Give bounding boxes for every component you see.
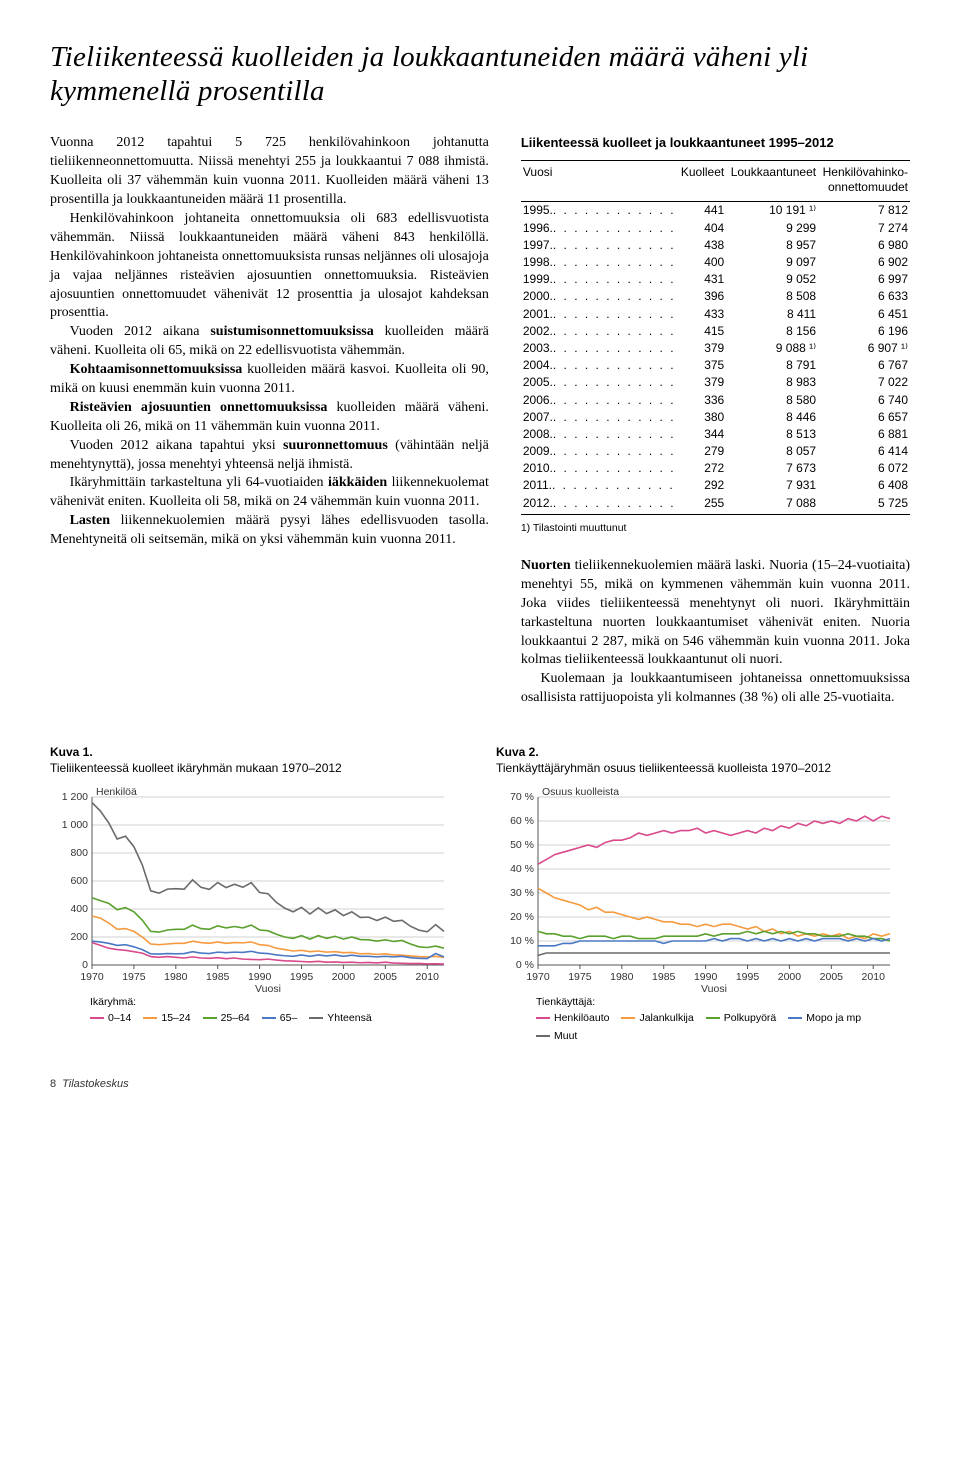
svg-text:1980: 1980 xyxy=(164,971,188,983)
table-row: 1995. . . . . . . . . . . . .44110 191 ¹… xyxy=(521,201,910,219)
svg-text:2010: 2010 xyxy=(862,971,886,983)
table-row: 2009. . . . . . . . . . . . .2798 0576 4… xyxy=(521,443,910,460)
table-row: 2001. . . . . . . . . . . . .4338 4116 4… xyxy=(521,305,910,322)
stats-table: VuosiKuolleetLoukkaantuneetHenkilövahink… xyxy=(521,160,910,515)
table-row: 2008. . . . . . . . . . . . .3448 5136 8… xyxy=(521,425,910,442)
svg-text:800: 800 xyxy=(70,847,88,859)
body-paragraph: Henkilövahinkoon johtaneita onnettomuuks… xyxy=(50,210,489,323)
table-row: 2007. . . . . . . . . . . . .3808 4466 6… xyxy=(521,408,910,425)
table-row: 2002. . . . . . . . . . . . .4158 1566 1… xyxy=(521,322,910,339)
table-row: 2010. . . . . . . . . . . . .2727 6736 0… xyxy=(521,460,910,477)
svg-text:1970: 1970 xyxy=(526,971,550,983)
svg-text:60 %: 60 % xyxy=(510,815,534,827)
svg-text:1995: 1995 xyxy=(736,971,760,983)
svg-text:1975: 1975 xyxy=(568,971,592,983)
body-paragraph: Vuoden 2012 aikana suistumisonnettomuuks… xyxy=(50,323,489,361)
svg-text:400: 400 xyxy=(70,903,88,915)
table-row: 1999. . . . . . . . . . . . .4319 0526 9… xyxy=(521,271,910,288)
page-title: Tieliikenteessä kuolleiden ja loukkaantu… xyxy=(50,40,910,108)
body-paragraph: Vuoden 2012 aikana tapahtui yksi suuronn… xyxy=(50,437,489,475)
svg-text:1 000: 1 000 xyxy=(62,819,88,831)
svg-text:1980: 1980 xyxy=(610,971,634,983)
svg-text:2000: 2000 xyxy=(332,971,356,983)
legend-item: Polkupyörä xyxy=(706,1011,777,1025)
legend-item: 15–24 xyxy=(143,1011,190,1025)
legend-item: 0–14 xyxy=(90,1011,131,1025)
table-row: 1997. . . . . . . . . . . . .4388 9576 9… xyxy=(521,236,910,253)
svg-text:2005: 2005 xyxy=(820,971,844,983)
table-header: Kuolleet xyxy=(678,160,727,201)
table-header: Henkilövahinko-onnettomuudet xyxy=(818,160,910,201)
svg-text:2000: 2000 xyxy=(778,971,802,983)
legend-item: Mopo ja mp xyxy=(788,1011,861,1025)
svg-text:50 %: 50 % xyxy=(510,839,534,851)
table-row: 2005. . . . . . . . . . . . .3798 9837 0… xyxy=(521,374,910,391)
legend-item: 65– xyxy=(262,1011,298,1025)
table-row: 2006. . . . . . . . . . . . .3368 5806 7… xyxy=(521,391,910,408)
body-paragraph: Vuonna 2012 tapahtui 5 725 henkilövahink… xyxy=(50,134,489,210)
body-paragraph: Kohtaamisonnettomuuksissa kuolleiden mää… xyxy=(50,361,489,399)
chart-1: Kuva 1.Tieliikenteessä kuolleet ikäryhmä… xyxy=(50,744,464,1043)
svg-text:10 %: 10 % xyxy=(510,935,534,947)
svg-text:2010: 2010 xyxy=(416,971,440,983)
table-header: Vuosi xyxy=(521,160,678,201)
svg-text:Vuosi: Vuosi xyxy=(701,983,727,993)
svg-text:30 %: 30 % xyxy=(510,887,534,899)
svg-text:Henkilöä: Henkilöä xyxy=(96,786,137,798)
svg-text:600: 600 xyxy=(70,875,88,887)
legend-item: Muut xyxy=(536,1029,577,1043)
svg-text:Vuosi: Vuosi xyxy=(255,983,281,993)
body-paragraph: Lasten liikennekuolemien määrä pysyi läh… xyxy=(50,512,489,550)
table-row: 2012. . . . . . . . . . . . .2557 0885 7… xyxy=(521,494,910,514)
svg-text:1990: 1990 xyxy=(248,971,272,983)
svg-text:1970: 1970 xyxy=(80,971,104,983)
svg-text:200: 200 xyxy=(70,931,88,943)
table-row: 2000. . . . . . . . . . . . .3968 5086 6… xyxy=(521,288,910,305)
svg-text:20 %: 20 % xyxy=(510,911,534,923)
svg-text:2005: 2005 xyxy=(374,971,398,983)
table-row: 2011. . . . . . . . . . . . .2927 9316 4… xyxy=(521,477,910,494)
svg-text:40 %: 40 % xyxy=(510,863,534,875)
table-footnote: 1) Tilastointi muuttunut xyxy=(521,521,910,535)
page-footer: 8Tilastokeskus xyxy=(50,1077,910,1092)
body-paragraph: Ikäryhmittäin tarkasteltuna yli 64-vuoti… xyxy=(50,474,489,512)
svg-text:1985: 1985 xyxy=(652,971,676,983)
body-paragraph: Risteävien ajosuuntien onnettomuuksissa … xyxy=(50,399,489,437)
svg-text:1995: 1995 xyxy=(290,971,314,983)
svg-text:1975: 1975 xyxy=(122,971,146,983)
body-paragraph: Kuolemaan ja loukkaantumiseen johtaneiss… xyxy=(521,670,910,708)
svg-text:0: 0 xyxy=(82,959,88,971)
legend-item: Henkilöauto xyxy=(536,1011,609,1025)
svg-text:1985: 1985 xyxy=(206,971,230,983)
table-title: Liikenteessä kuolleet ja loukkaantuneet … xyxy=(521,134,910,152)
left-column: Vuonna 2012 tapahtui 5 725 henkilövahink… xyxy=(50,134,489,708)
svg-text:Osuus kuolleista: Osuus kuolleista xyxy=(542,786,619,798)
svg-text:0 %: 0 % xyxy=(516,959,534,971)
svg-text:1990: 1990 xyxy=(694,971,718,983)
table-row: 2004. . . . . . . . . . . . .3758 7916 7… xyxy=(521,357,910,374)
body-paragraph: Nuorten tieliikennekuolemien määrä laski… xyxy=(521,557,910,670)
svg-text:1 200: 1 200 xyxy=(62,791,88,803)
table-row: 2003. . . . . . . . . . . . .3799 088 ¹⁾… xyxy=(521,339,910,356)
legend-item: Jalankulkija xyxy=(621,1011,693,1025)
legend-item: 25–64 xyxy=(203,1011,250,1025)
right-column: Liikenteessä kuolleet ja loukkaantuneet … xyxy=(521,134,910,708)
table-row: 1996. . . . . . . . . . . . .4049 2997 2… xyxy=(521,219,910,236)
chart-2: Kuva 2.Tienkäyttäjäryhmän osuus tieliike… xyxy=(496,744,910,1043)
legend-item: Yhteensä xyxy=(309,1011,371,1025)
table-row: 1998. . . . . . . . . . . . .4009 0976 9… xyxy=(521,254,910,271)
table-header: Loukkaantuneet xyxy=(726,160,818,201)
svg-text:70 %: 70 % xyxy=(510,791,534,803)
